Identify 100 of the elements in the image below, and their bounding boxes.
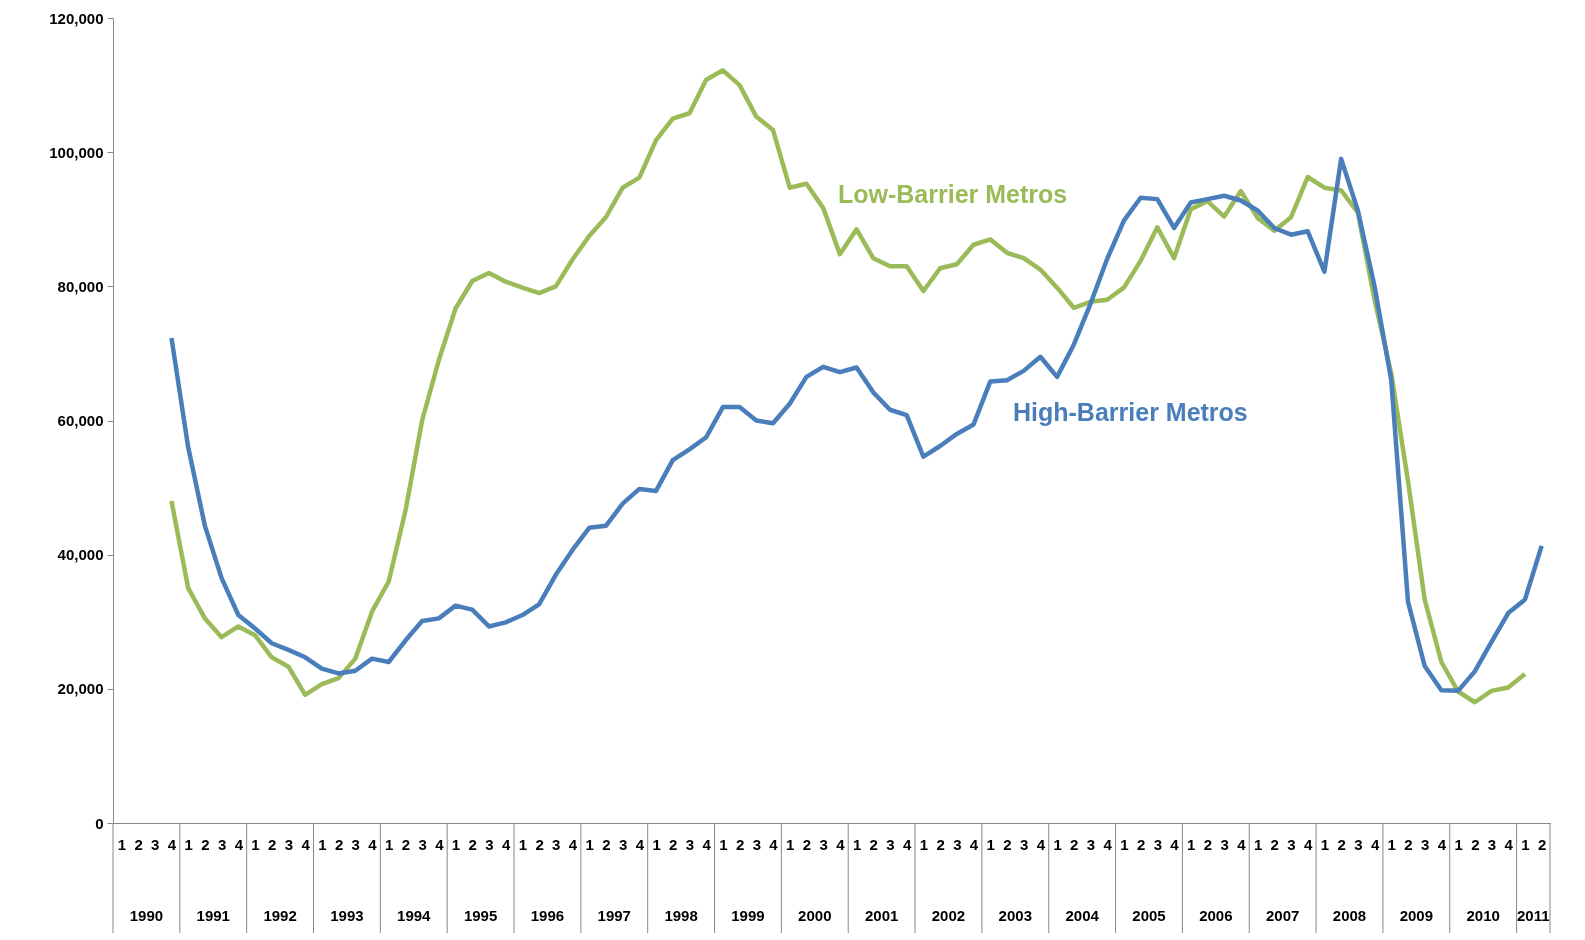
x-tick-label: 1 [652,835,661,853]
x-tick-label: 3 [1487,835,1497,853]
x-tick-label: 3 [1153,835,1162,853]
text: 2006 [1199,907,1233,924]
x-tick-label: 3 [819,835,828,853]
x-tick-label: 1 [1120,835,1129,853]
x-tick-label: 4 [769,835,779,853]
x-tick-label: 3 [685,835,695,853]
x-tick-label: 4 [435,835,445,853]
y-tick-label: 40,000 [57,546,104,564]
x-tick-label: 1 [1187,835,1196,853]
series-label: High-Barrier Metros [1013,398,1248,426]
x-tick-label: 2 [468,835,477,853]
x-tick-label: 2 [1203,835,1213,853]
x-tick-label: 2 [401,835,411,853]
x-tick-label: 3 [485,835,494,853]
x-tick-label: 1 [385,835,394,853]
y-tick-label: 120,000 [49,9,104,27]
x-tick-label: 3 [1220,835,1229,853]
text: 2011 [1517,907,1550,924]
x-tick-label: 2 [268,835,277,853]
x-tick-label: 1 [986,835,995,853]
text: 1993 [330,907,364,924]
x-tick-label: 1 [1387,835,1396,853]
x-tick-label: 2 [1270,835,1279,853]
x-tick-label: 4 [1504,835,1514,853]
x-tick-label: 1 [518,835,528,853]
x-tick-label: 3 [418,835,427,853]
x-tick-label: 1 [719,835,728,853]
x-tick-label: 4 [1237,835,1247,853]
x-tick-label: 2 [802,835,812,853]
x-tick-label: 2 [1337,835,1346,853]
x-tick-label: 2 [1537,835,1547,853]
x-tick-label: 3 [618,835,628,853]
x-tick-label: 4 [1103,835,1113,853]
x-tick-label: 3 [552,835,561,853]
x-tick-label: 2 [869,835,878,853]
y-tick-label: 0 [95,814,104,832]
x-tick-label: 1 [1320,835,1330,853]
x-tick-label: 4 [1437,835,1447,853]
text: 1997 [597,907,631,924]
x-tick-label: 1 [451,835,461,853]
x-tick-label: 2 [1003,835,1012,853]
y-tick-label: 20,000 [57,680,104,698]
x-tick-label: 4 [301,835,311,853]
line-series [169,156,1544,694]
x-tick-label: 3 [1086,835,1096,853]
x-tick-label: 1 [852,835,862,853]
y-tick-label: 100,000 [49,143,104,161]
x-tick-label: 1 [585,835,594,853]
text: 1996 [530,907,565,924]
x-tick-label: 4 [903,835,913,853]
text: 2009 [1399,907,1434,924]
x-tick-label: 4 [368,835,378,853]
x-tick-label: 2 [535,835,544,853]
x-tick-label: 4 [1304,835,1314,853]
text: 1990 [129,907,164,924]
x-tick-label: 3 [953,835,962,853]
text: 2008 [1332,907,1367,924]
x-tick-label: 3 [351,835,360,853]
x-tick-label: 1 [1053,835,1062,853]
x-tick-label: 4 [234,835,244,853]
x-tick-label: 1 [786,835,795,853]
text: 2000 [798,907,832,924]
y-tick-label: 60,000 [57,412,104,429]
x-tick-label: 4 [1036,835,1046,853]
text: 2002 [931,907,966,924]
line-series [169,68,1528,705]
x-tick-label: 3 [1287,835,1296,853]
x-tick-label: 2 [334,835,344,853]
text: 2007 [1265,907,1300,924]
x-tick-label: 3 [284,835,294,853]
x-tick-label: 2 [1471,835,1480,853]
text: 1992 [263,907,297,924]
x-tick-label: 3 [151,835,160,853]
x-tick-label: 1 [1253,835,1263,853]
x-tick-label: 2 [134,835,143,853]
x-tick-label: 3 [1019,835,1029,853]
x-tick-label: 4 [1170,835,1180,853]
x-tick-label: 4 [502,835,511,853]
series-label: Low-Barrier Metros [838,180,1068,208]
text: 1991 [196,907,230,924]
x-tick-label: 2 [1136,835,1146,853]
x-tick-label: 4 [568,835,578,853]
x-tick-label: 3 [886,835,895,853]
text: 1995 [463,907,498,924]
x-tick-label: 2 [735,835,745,853]
y-tick-label: 80,000 [57,277,104,295]
x-tick-label: 3 [217,835,227,853]
x-tick-label: 1 [318,835,327,853]
x-tick-label: 4 [635,835,645,853]
x-tick-label: 2 [669,835,678,853]
text: 2010 [1466,907,1500,924]
text: 2005 [1132,907,1166,924]
x-tick-label: 2 [602,835,611,853]
x-tick-label: 4 [702,835,712,853]
x-tick-label: 2 [201,835,210,853]
x-tick-label: 2 [936,835,945,853]
text: 2003 [998,907,1032,924]
text: 2004 [1065,907,1100,924]
